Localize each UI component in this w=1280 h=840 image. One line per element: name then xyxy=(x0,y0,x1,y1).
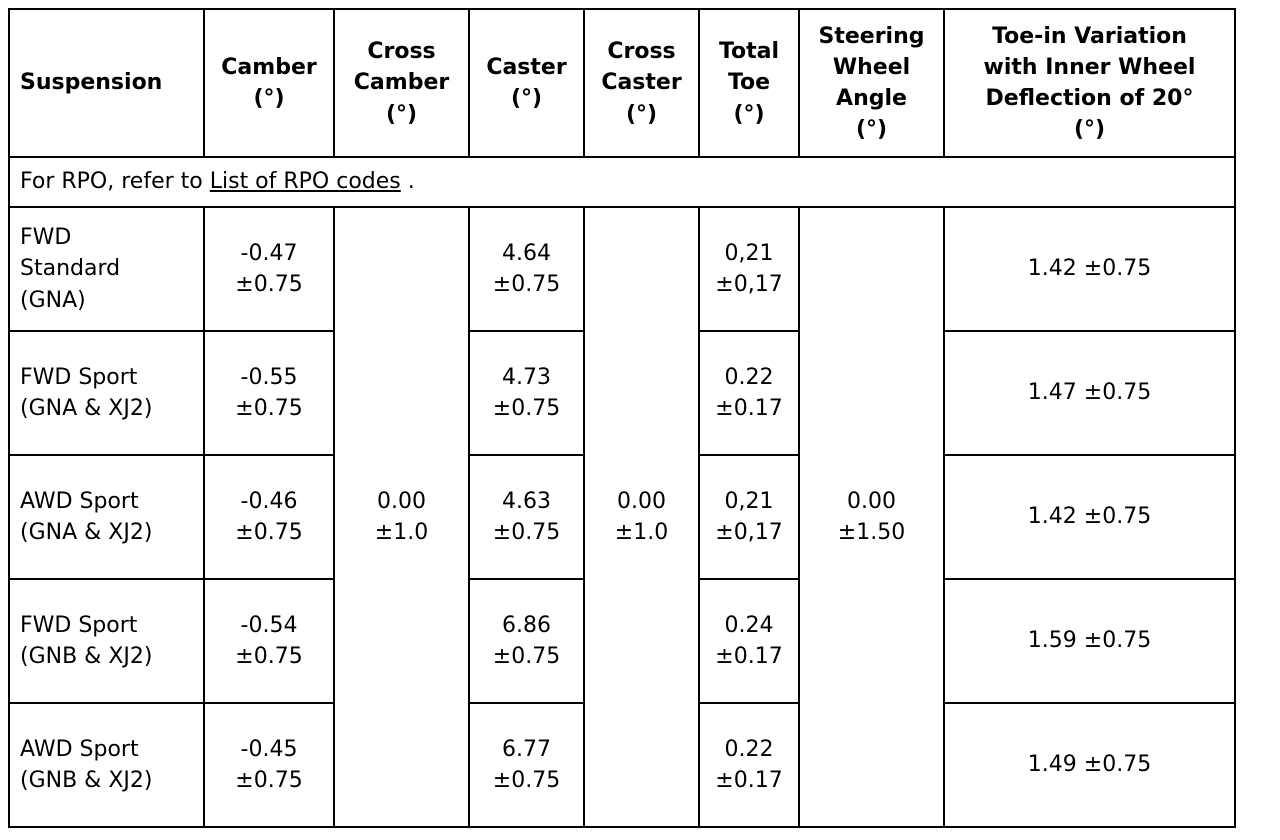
cell-cross-camber: 0.00 ±1.0 xyxy=(333,206,470,828)
cell-toe-in-variation: 1.49 ±0.75 xyxy=(943,702,1236,828)
table-row-awd-sport-gna-xj2: AWD Sport (GNA & XJ2) -0.46 ±0.75 4.63 ±… xyxy=(8,454,1236,580)
cell-total-toe: 0,21 ±0,17 xyxy=(698,454,800,580)
table-row-fwd-sport-gna-xj2: FWD Sport (GNA & XJ2) -0.55 ±0.75 4.73 ±… xyxy=(8,330,1236,456)
cell-total-toe: 0,21 ±0,17 xyxy=(698,206,800,332)
header-total-toe: Total Toe (°) xyxy=(698,8,800,158)
cell-toe-in-variation: 1.42 ±0.75 xyxy=(943,206,1236,332)
cell-total-toe: 0.22 ±0.17 xyxy=(698,330,800,456)
table-row-awd-sport-gnb-xj2: AWD Sport (GNB & XJ2) -0.45 ±0.75 6.77 ±… xyxy=(8,702,1236,828)
cell-camber: -0.55 ±0.75 xyxy=(203,330,335,456)
cell-caster: 6.77 ±0.75 xyxy=(468,702,585,828)
cell-camber: -0.47 ±0.75 xyxy=(203,206,335,332)
cell-suspension: FWD Sport (GNA & XJ2) xyxy=(8,330,205,456)
header-camber: Camber (°) xyxy=(203,8,335,158)
header-caster: Caster (°) xyxy=(468,8,585,158)
rpo-note-row: For RPO, refer to List of RPO codes . xyxy=(8,156,1236,208)
cell-camber: -0.45 ±0.75 xyxy=(203,702,335,828)
cell-suspension: AWD Sport (GNA & XJ2) xyxy=(8,454,205,580)
cell-toe-in-variation: 1.47 ±0.75 xyxy=(943,330,1236,456)
table-row-fwd-sport-gnb-xj2: FWD Sport (GNB & XJ2) -0.54 ±0.75 6.86 ±… xyxy=(8,578,1236,704)
cell-suspension: FWD Standard (GNA) xyxy=(8,206,205,332)
cell-caster: 4.73 ±0.75 xyxy=(468,330,585,456)
cell-total-toe: 0.24 ±0.17 xyxy=(698,578,800,704)
cell-caster: 4.63 ±0.75 xyxy=(468,454,585,580)
rpo-note-suffix: . xyxy=(407,169,415,195)
header-cross-caster: Cross Caster (°) xyxy=(583,8,700,158)
cell-toe-in-variation: 1.59 ±0.75 xyxy=(943,578,1236,704)
header-row: Suspension Camber (°) Cross Camber (°) C… xyxy=(8,8,1236,158)
rpo-codes-link[interactable]: List of RPO codes xyxy=(209,169,401,195)
header-cross-camber: Cross Camber (°) xyxy=(333,8,470,158)
cell-caster: 6.86 ±0.75 xyxy=(468,578,585,704)
wheel-alignment-spec-table: Suspension Camber (°) Cross Camber (°) C… xyxy=(8,8,1236,828)
cell-toe-in-variation: 1.42 ±0.75 xyxy=(943,454,1236,580)
cell-suspension: AWD Sport (GNB & XJ2) xyxy=(8,702,205,828)
rpo-note-prefix: For RPO, refer to xyxy=(20,169,203,195)
cell-cross-caster: 0.00 ±1.0 xyxy=(583,206,700,828)
cell-camber: -0.46 ±0.75 xyxy=(203,454,335,580)
table-row-fwd-standard-gna: FWD Standard (GNA) -0.47 ±0.75 0.00 ±1.0… xyxy=(8,206,1236,828)
header-suspension: Suspension xyxy=(8,8,205,158)
cell-suspension: FWD Sport (GNB & XJ2) xyxy=(8,578,205,704)
header-steering-wheel-angle: Steering Wheel Angle (°) xyxy=(798,8,945,158)
cell-caster: 4.64 ±0.75 xyxy=(468,206,585,332)
header-toe-in-variation: Toe-in Variation with Inner Wheel Deflec… xyxy=(943,8,1236,158)
rpo-note-cell: For RPO, refer to List of RPO codes . xyxy=(8,156,1236,208)
cell-camber: -0.54 ±0.75 xyxy=(203,578,335,704)
cell-steering-wheel-angle: 0.00 ±1.50 xyxy=(798,206,945,828)
cell-total-toe: 0.22 ±0.17 xyxy=(698,702,800,828)
